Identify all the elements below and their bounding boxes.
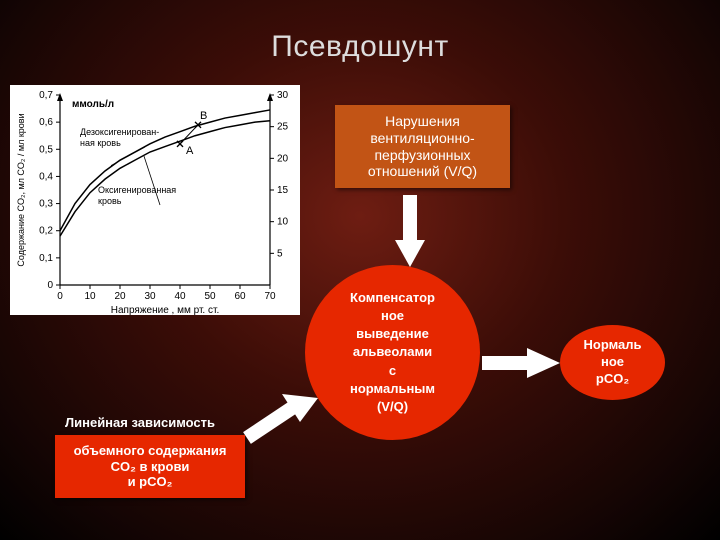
svg-text:50: 50 [204,291,216,302]
arrow-top-to-circle [395,195,435,270]
svg-text:A: A [186,145,194,157]
svg-text:0,5: 0,5 [39,144,53,155]
normal-pco2-circle: НормальноеpCO₂ [560,325,665,400]
svg-text:60: 60 [234,291,246,302]
svg-text:10: 10 [84,291,96,302]
svg-text:40: 40 [174,291,186,302]
slide: Псевдошунт 01020304050607000,10,20,30,40… [0,0,720,540]
svg-text:20: 20 [277,153,289,164]
svg-text:0,2: 0,2 [39,226,53,237]
svg-text:25: 25 [277,122,289,133]
svg-text:Содержание CO₂, мл CO₂ / мл кр: Содержание CO₂, мл CO₂ / мл крови [16,113,26,266]
svg-text:15: 15 [277,185,289,196]
svg-text:0,1: 0,1 [39,253,53,264]
linear-dependence-box: объемного содержания CO₂ в кровии pCO₂ [55,435,245,498]
svg-text:10: 10 [277,217,289,228]
vq-disturbance-box: Нарушения вентиляционно-перфузионных отн… [335,105,510,188]
svg-text:Оксигенированная: Оксигенированная [98,185,176,195]
arrow-bottomleft-to-circle [242,390,322,445]
svg-text:B: B [200,110,207,122]
linear-dependence-label: Линейная зависимость [65,415,225,431]
svg-text:Дезоксигенирован-: Дезоксигенирован- [80,127,159,137]
svg-text:30: 30 [144,291,156,302]
svg-text:30: 30 [277,90,289,101]
co2-chart: 0 10 20 30 40 50 60 70 0 0,1 0,2 0,3 0,4 0,5 0,6 0,7 5 10… [10,85,300,315]
svg-text:0: 0 [47,280,53,291]
svg-text:кровь: кровь [98,196,122,206]
arrow-circle-to-small [482,345,562,381]
svg-text:ммоль/л: ммоль/л [72,99,114,110]
svg-text:70: 70 [264,291,276,302]
svg-text:0: 0 [57,291,63,302]
svg-text:ная кровь: ная кровь [80,138,121,148]
svg-text:0,6: 0,6 [39,117,53,128]
svg-text:Напряжение , мм рт. с: Напряжение , мм рт. ст. [111,305,219,315]
svg-text:0,7: 0,7 [39,90,53,101]
svg-text:0,4: 0,4 [39,171,53,182]
compensatory-circle: Компенсаторноевыведениеальвеоламиснормал… [305,265,480,440]
svg-text:0,3: 0,3 [39,199,53,210]
svg-text:5: 5 [277,248,283,259]
svg-text:20: 20 [114,291,126,302]
slide-title: Псевдошунт [0,30,720,64]
